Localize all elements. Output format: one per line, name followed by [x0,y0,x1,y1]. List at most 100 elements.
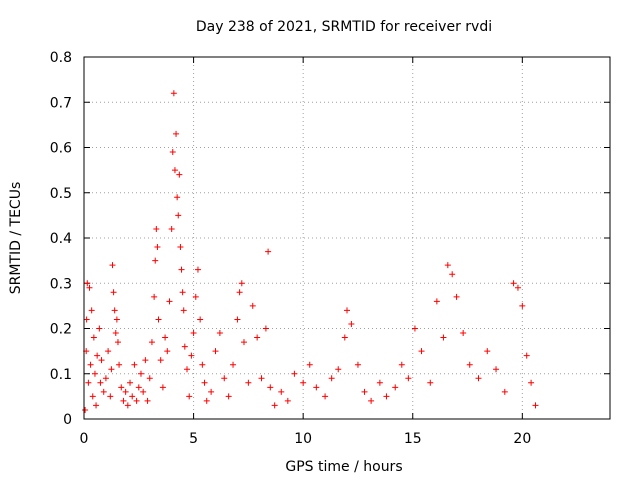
y-tick-label: 0 [63,412,72,428]
data-point [178,266,185,273]
data-point [116,361,123,368]
data-point [157,357,164,364]
data-point [159,384,166,391]
plot-frame [83,56,611,420]
data-point [186,393,193,400]
data-point [221,375,228,382]
data-point [144,397,151,404]
data-point [335,366,342,373]
data-point [85,379,92,386]
y-tick-label: 0.1 [50,367,72,383]
data-point [97,379,104,386]
data-point [169,149,176,156]
data-point [108,366,115,373]
data-point [484,348,491,355]
data-point [258,375,265,382]
data-point [466,361,473,368]
data-point [114,339,121,346]
data-point [236,289,243,296]
data-point [171,167,178,174]
data-point [110,289,117,296]
data-point [188,352,195,359]
data-point [493,366,500,373]
data-point [94,352,101,359]
data-point [168,225,175,232]
x-tick-label: 0 [80,431,89,447]
data-point [528,379,535,386]
y-tick-labels: 0 0.1 0.2 0.3 0.4 0.5 0.6 0.7 0.8 [50,50,72,428]
data-point [361,388,368,395]
data-point [87,361,94,368]
data-point [83,316,90,323]
data-point [284,397,291,404]
data-point [368,397,375,404]
data-point [245,379,252,386]
data-point [427,379,434,386]
data-point [140,388,147,395]
data-point [453,293,460,300]
data-point [322,393,329,400]
data-point [203,397,210,404]
data-point [433,298,440,305]
x-tick-label: 20 [513,431,531,447]
data-point [100,388,107,395]
data-point [107,393,114,400]
data-point [313,384,320,391]
data-point [124,402,131,409]
data-point [208,388,215,395]
data-point [176,171,183,178]
data-point [523,352,530,359]
data-point [376,379,383,386]
data-point [89,393,96,400]
data-point [88,307,95,314]
data-point [137,370,144,377]
data-point [181,343,188,350]
data-point [449,271,456,278]
x-tick-label: 10 [294,431,312,447]
data-point [96,325,103,332]
data-point [177,244,184,251]
data-point [328,375,335,382]
data-point [90,334,97,341]
data-point [344,307,350,314]
data-point [113,316,120,323]
data-point [135,384,142,391]
data-point [84,280,91,287]
data-point [532,402,539,409]
data-point [444,262,451,269]
data-point [102,375,109,382]
data-point [109,262,116,269]
data-point [155,316,162,323]
data-point [411,325,418,332]
data-point [238,280,245,287]
y-tick-label: 0.3 [50,276,72,292]
y-tick-label: 0.8 [50,50,72,66]
data-point [510,280,517,287]
data-point [348,320,355,327]
data-point [230,361,237,368]
data-point [118,384,125,391]
data-point [120,397,127,404]
data-point [162,334,169,341]
data-point [249,302,256,309]
data-point [152,257,159,264]
data-point [153,225,160,232]
data-point [91,370,98,377]
data-point [197,316,204,323]
data-point [105,348,112,355]
data-point [98,357,105,364]
chart-title: Day 238 of 2021, SRMTID for receiver rvd… [196,19,492,35]
data-point [240,339,247,346]
data-points [82,90,539,413]
data-point [341,334,348,341]
data-point [306,361,313,368]
data-point [418,348,425,355]
data-point [271,402,278,409]
data-point [225,393,232,400]
data-point [514,284,521,291]
data-point [86,284,93,291]
data-point [212,348,219,355]
data-point [234,316,241,323]
